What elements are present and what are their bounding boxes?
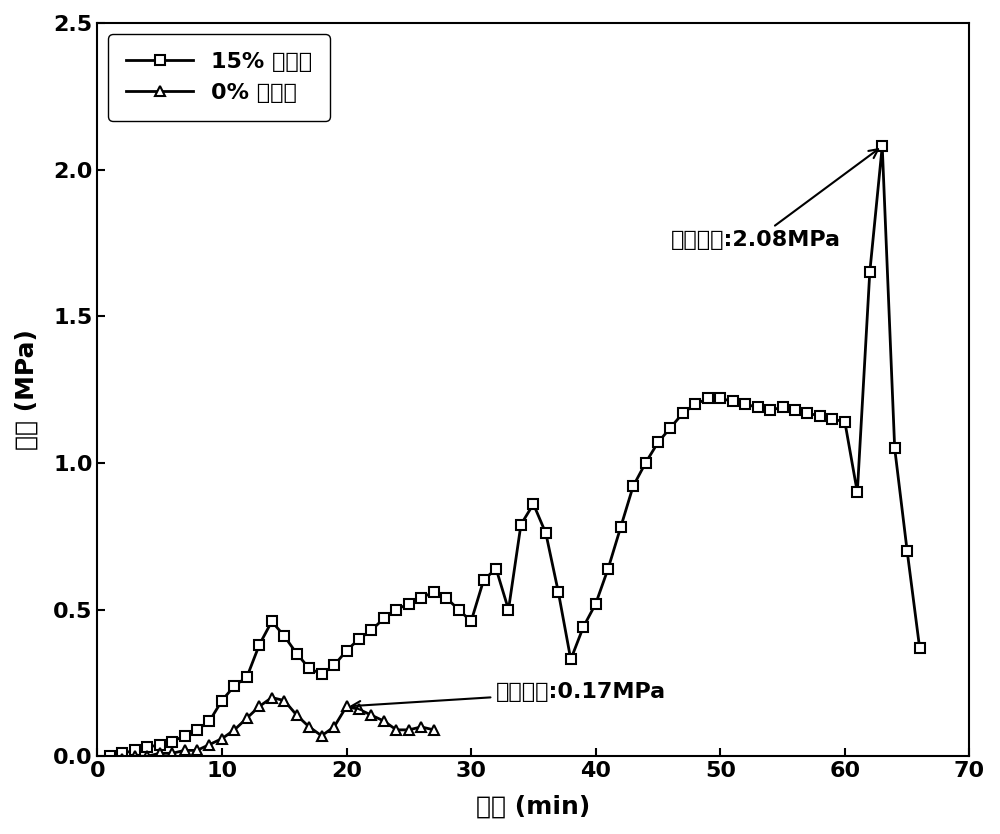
0% 咪唑物 [291, 711, 303, 721]
0% 咪唑物 [191, 746, 203, 756]
0% 咪唑物 [403, 725, 415, 735]
Y-axis label: 压力 (MPa): 压力 (MPa) [15, 329, 39, 450]
15% 咪唑物 [876, 141, 888, 151]
15% 咪唑物 [303, 663, 315, 673]
X-axis label: 时间 (min): 时间 (min) [476, 795, 591, 819]
0% 咪唑物 [316, 731, 328, 741]
0% 咪唑物 [241, 713, 253, 723]
0% 咪唑物 [303, 722, 315, 732]
0% 咪唑物 [228, 725, 240, 735]
15% 咪唑物 [453, 605, 465, 615]
0% 咪唑物 [365, 711, 377, 721]
0% 咪唑物 [428, 725, 440, 735]
0% 咪唑物 [129, 751, 141, 761]
Text: 突破压力:0.17MPa: 突破压力:0.17MPa [352, 681, 666, 710]
0% 咪唑物 [390, 725, 402, 735]
0% 咪唑物 [216, 734, 228, 744]
15% 咪唑物 [739, 399, 751, 409]
Line: 15% 咪唑物: 15% 咪唑物 [105, 141, 924, 761]
15% 咪唑物 [851, 487, 863, 497]
15% 咪唑物 [353, 634, 365, 644]
0% 咪唑物 [278, 696, 290, 706]
0% 咪唑物 [328, 722, 340, 732]
0% 咪唑物 [203, 740, 215, 750]
15% 咪唑物 [914, 643, 926, 653]
0% 咪唑物 [116, 754, 128, 764]
15% 咪唑物 [166, 736, 178, 746]
0% 咪唑物 [341, 701, 353, 711]
0% 咪唑物 [378, 716, 390, 726]
0% 咪唑物 [253, 701, 265, 711]
0% 咪唑物 [104, 757, 116, 767]
0% 咪唑物 [353, 705, 365, 715]
0% 咪唑物 [179, 746, 191, 756]
0% 咪唑物 [154, 748, 166, 758]
0% 咪唑物 [166, 748, 178, 758]
0% 咪唑物 [141, 751, 153, 761]
0% 咪唑物 [415, 722, 427, 732]
Legend: 15% 咪唑物, 0% 咪唑物: 15% 咪唑物, 0% 咪唑物 [108, 34, 330, 121]
0% 咪唑物 [266, 692, 278, 702]
Text: 突破压力:2.08MPa: 突破压力:2.08MPa [670, 149, 878, 250]
Line: 0% 咪唑物: 0% 咪唑物 [105, 693, 439, 767]
15% 咪唑物 [104, 751, 116, 761]
